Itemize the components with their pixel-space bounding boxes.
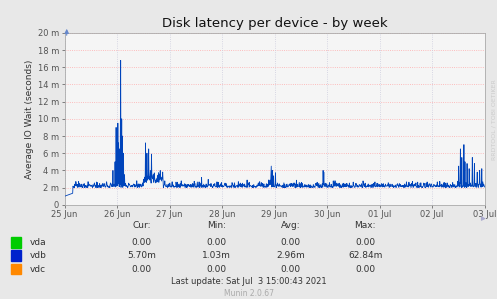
Text: vdc: vdc — [30, 265, 46, 274]
Text: vdb: vdb — [30, 251, 47, 260]
Y-axis label: Average IO Wait (seconds): Average IO Wait (seconds) — [24, 59, 33, 179]
Text: 62.84m: 62.84m — [348, 251, 383, 260]
Text: 0.00: 0.00 — [281, 238, 301, 247]
Text: 0.00: 0.00 — [281, 265, 301, 274]
Text: 0.00: 0.00 — [206, 238, 226, 247]
Text: Cur:: Cur: — [132, 221, 151, 230]
Text: Munin 2.0.67: Munin 2.0.67 — [224, 289, 273, 298]
Text: 5.70m: 5.70m — [127, 251, 156, 260]
Text: 1.03m: 1.03m — [202, 251, 231, 260]
Text: 2.96m: 2.96m — [276, 251, 305, 260]
Text: 0.00: 0.00 — [355, 265, 375, 274]
Text: Last update: Sat Jul  3 15:00:43 2021: Last update: Sat Jul 3 15:00:43 2021 — [170, 277, 327, 286]
Text: vda: vda — [30, 238, 46, 247]
Text: 0.00: 0.00 — [132, 265, 152, 274]
Text: 0.00: 0.00 — [206, 265, 226, 274]
Text: 0.00: 0.00 — [132, 238, 152, 247]
Text: Min:: Min: — [207, 221, 226, 230]
Text: Max:: Max: — [354, 221, 376, 230]
Title: Disk latency per device - by week: Disk latency per device - by week — [162, 17, 387, 30]
Text: 0.00: 0.00 — [355, 238, 375, 247]
Text: RRDTOOL / TOBI OETIKER: RRDTOOL / TOBI OETIKER — [491, 79, 496, 160]
Text: Avg:: Avg: — [281, 221, 301, 230]
